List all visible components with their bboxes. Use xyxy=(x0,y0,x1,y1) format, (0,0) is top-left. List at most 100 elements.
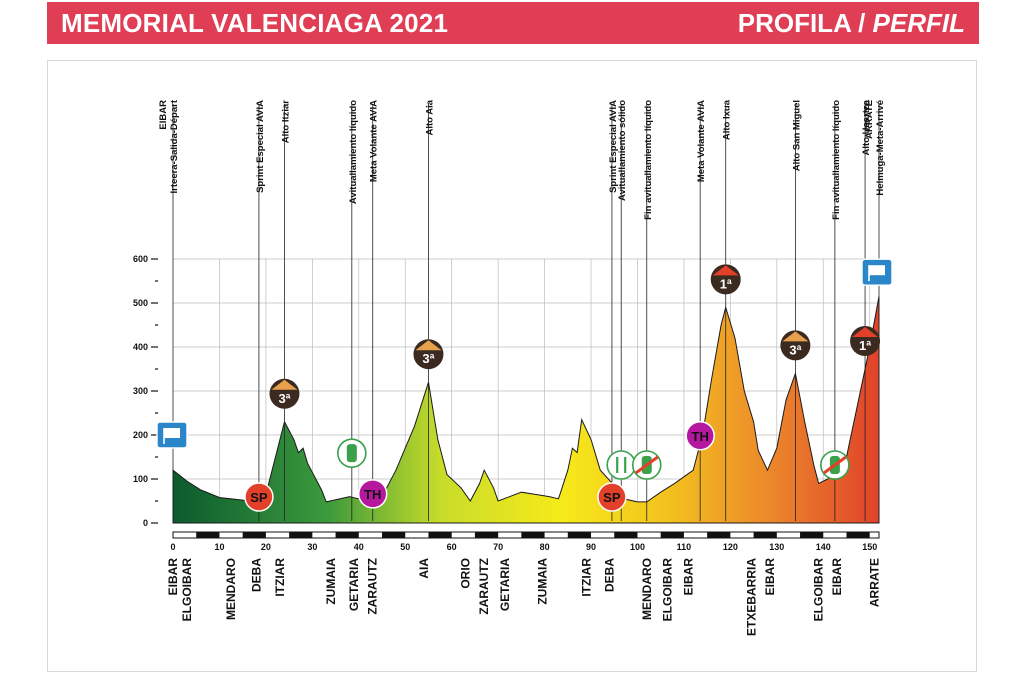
climb-category: 3ª xyxy=(789,342,801,357)
x-tick-label: 0 xyxy=(170,542,175,552)
y-axis: 0 100 200 300 400 500 600 xyxy=(133,254,158,528)
bottle-icon xyxy=(346,444,357,463)
chart-frame xyxy=(47,60,977,672)
town-label: ETXEBARRIA xyxy=(744,558,758,636)
y-tick-label: 300 xyxy=(133,386,148,396)
scale-segment xyxy=(242,532,266,538)
y-tick-label: 100 xyxy=(133,474,148,484)
town-label: DEBA xyxy=(250,558,264,592)
mountain-icon xyxy=(271,379,298,390)
flag-cloth-icon xyxy=(869,265,885,276)
route-points: EIBAR Irteera-Salida-Départ Sprint Especia… xyxy=(156,99,893,521)
mountain-icon xyxy=(712,265,739,276)
point-label: Sprint Especial AVIA xyxy=(608,100,619,193)
race-title: MEMORIAL VALENCIAGA 2021 xyxy=(61,8,449,38)
x-tick-label: 150 xyxy=(862,542,877,552)
point-label: Avituallamiento sólido xyxy=(617,100,628,201)
profile-area xyxy=(172,296,880,524)
town-label: ITZIAR xyxy=(579,558,593,597)
point-label: Fin avituallamiento líquido xyxy=(643,100,654,220)
town-label: GETARIA xyxy=(347,558,361,611)
profile-label-basque: PROFILA / xyxy=(737,8,873,38)
climb-category: 3ª xyxy=(278,391,290,406)
town-label: MENDARO xyxy=(224,558,238,620)
elevation-area xyxy=(172,296,880,524)
x-tick-label: 70 xyxy=(493,542,503,552)
marker-3ª: 3ª xyxy=(780,330,811,361)
x-tick-label: 80 xyxy=(540,542,550,552)
x-tick-label: 100 xyxy=(630,542,645,552)
scale-segment xyxy=(707,532,731,538)
climb-category: 3ª xyxy=(422,351,434,366)
point-label: Alto San Miguel xyxy=(791,100,802,171)
marker-food xyxy=(606,450,637,480)
point-label: Meta Volante AVIA xyxy=(696,100,707,182)
point-label: Alto Ixua xyxy=(722,99,733,140)
town-label: MENDARO xyxy=(640,558,654,620)
marker-text: TH xyxy=(692,429,709,444)
scale-segment xyxy=(382,532,406,538)
x-tick-label: 120 xyxy=(723,542,738,552)
scale-segment xyxy=(196,532,220,538)
town-label: AIA xyxy=(417,558,431,579)
town-label: EIBAR xyxy=(830,558,844,596)
marker-end-water xyxy=(820,450,850,480)
town-label: GETARIA xyxy=(498,558,512,611)
town-label: ELGOIBAR xyxy=(180,558,194,622)
town-label: ORIO xyxy=(459,558,473,589)
point-label: Alto Usartza xyxy=(861,99,872,155)
scale-segment xyxy=(521,532,545,538)
scale-segment xyxy=(800,532,824,538)
scale-segment xyxy=(614,532,638,538)
y-tick-label: 200 xyxy=(133,430,148,440)
marker-finish xyxy=(861,258,893,286)
scale-segment xyxy=(428,532,452,538)
x-tick-label: 50 xyxy=(400,542,410,552)
x-tick-label: 10 xyxy=(214,542,224,552)
scale-segment xyxy=(846,532,870,538)
point-label: Fin avituallamiento líquido xyxy=(831,100,842,220)
climb-category: 1ª xyxy=(720,276,732,291)
point-label: Alto Aia xyxy=(424,99,435,135)
scale-segment xyxy=(660,532,684,538)
y-tick-label: 500 xyxy=(133,298,148,308)
marker-TH: TH xyxy=(685,421,715,451)
title-banner: MEMORIAL VALENCIAGA 2021 PROFILA / PERFI… xyxy=(47,2,979,44)
sprint-icon xyxy=(244,482,274,512)
scale-segment xyxy=(474,532,499,538)
strike-icon xyxy=(822,455,847,475)
marker-TH: TH xyxy=(357,479,388,509)
scale-segment xyxy=(567,532,592,538)
point-label: Helmuga-Meta-Arrivé xyxy=(875,100,886,196)
town-label: ELGOIBAR xyxy=(812,558,826,622)
x-tick-label: 90 xyxy=(586,542,596,552)
town-label: ELGOIBAR xyxy=(661,558,675,622)
mountain-icon xyxy=(782,331,809,342)
marker-text: SP xyxy=(250,490,268,505)
flag-cloth-icon xyxy=(164,428,180,438)
profile-label: PROFILA / PERFIL xyxy=(738,8,965,39)
climb-category: 1ª xyxy=(859,338,871,353)
point-label: Irteera-Salida-Départ xyxy=(169,99,180,193)
marker-text: SP xyxy=(603,490,621,505)
point-label: Meta Volante AVIA xyxy=(369,100,380,182)
profile-label-spanish: PERFIL xyxy=(872,8,965,38)
scale-segment xyxy=(753,532,777,538)
town-label: DEBA xyxy=(603,558,617,592)
intermediate-sprint-icon xyxy=(685,421,715,451)
town-label: EIBAR xyxy=(682,558,696,596)
x-tick-label: 20 xyxy=(261,542,271,552)
x-tick-label: 140 xyxy=(816,542,831,552)
marker-end-water xyxy=(631,450,662,480)
marker-3ª: 3ª xyxy=(269,378,300,409)
scale-segment xyxy=(289,532,313,538)
point-label: Avituallamiento líquido xyxy=(348,100,359,204)
y-tick-label: 600 xyxy=(133,254,148,264)
town-label: ARRATE xyxy=(867,558,881,607)
town-label: ZUMAIA xyxy=(535,558,549,605)
y-tick-label: 0 xyxy=(143,518,148,528)
marker-SP: SP xyxy=(244,482,274,512)
point-label: Alto Itziar xyxy=(280,100,291,144)
town-label: EIBAR xyxy=(166,558,180,596)
